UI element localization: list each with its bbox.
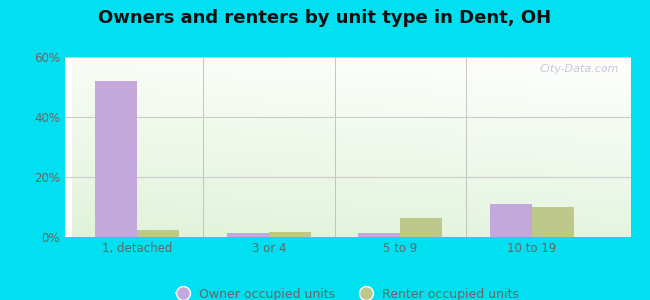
Bar [532,207,574,237]
Text: City-Data.com: City-Data.com [540,64,619,74]
Bar [400,218,443,237]
Bar [96,81,137,237]
Bar [358,232,400,237]
Legend: Owner occupied units, Renter occupied units: Owner occupied units, Renter occupied un… [171,283,525,300]
Bar [227,232,269,237]
Bar [490,204,532,237]
Text: Owners and renters by unit type in Dent, OH: Owners and renters by unit type in Dent,… [98,9,552,27]
Bar [137,230,179,237]
Bar [269,232,311,237]
